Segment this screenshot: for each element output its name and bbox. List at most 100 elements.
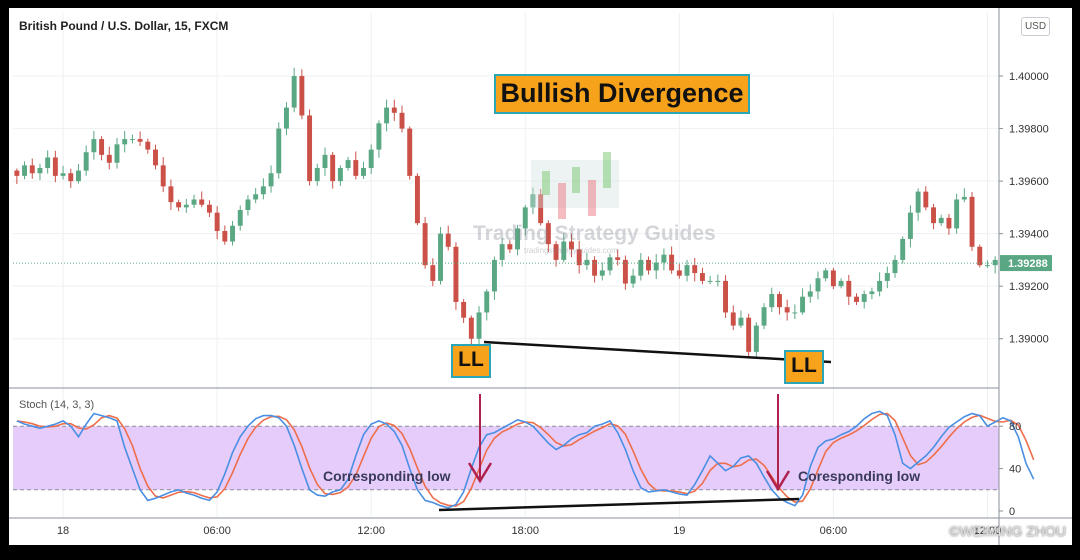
candle-body bbox=[522, 207, 528, 229]
candle-body bbox=[199, 199, 205, 205]
price-tick-label: 1.39800 bbox=[1009, 124, 1049, 136]
candle-body bbox=[99, 139, 105, 155]
candle-body bbox=[153, 149, 158, 166]
chart-frame: 1.40000 1.39800 1.39600 1.39400 1.39200 1.390… bbox=[9, 8, 1072, 545]
candle-body bbox=[746, 317, 752, 352]
candle-body bbox=[384, 107, 390, 124]
candle-body bbox=[630, 275, 636, 284]
watermark-text: Trading Strategy Guides bbox=[473, 222, 716, 245]
time-tick-label: 18:00 bbox=[511, 525, 539, 537]
candle-body bbox=[622, 259, 628, 284]
candle-body bbox=[530, 194, 536, 208]
candle-body bbox=[838, 280, 844, 287]
candle-body bbox=[345, 160, 351, 168]
candle-body bbox=[769, 294, 775, 308]
candle-body bbox=[830, 270, 836, 287]
candle-body bbox=[877, 280, 883, 292]
candle-body bbox=[14, 170, 20, 176]
arrow-left-head bbox=[467, 462, 493, 484]
price-tick-label: 1.39200 bbox=[1009, 281, 1049, 293]
drawings bbox=[438, 340, 832, 512]
candle-body bbox=[399, 112, 405, 129]
candle-body bbox=[468, 317, 474, 339]
candles bbox=[14, 67, 998, 359]
candle-body bbox=[422, 223, 428, 266]
stoch-trendline[interactable] bbox=[438, 497, 800, 512]
candle-body bbox=[29, 165, 35, 174]
candle-body bbox=[846, 280, 852, 297]
candle-body bbox=[22, 165, 28, 176]
bullish-divergence-label: Bullish Divergence bbox=[494, 74, 750, 114]
candle-body bbox=[122, 139, 128, 145]
candle-body bbox=[453, 246, 459, 302]
candle-body bbox=[738, 317, 744, 326]
candle-body bbox=[923, 191, 929, 208]
candle-body bbox=[553, 244, 559, 260]
time-tick-label: 12:00 bbox=[357, 525, 385, 537]
price-trendline[interactable] bbox=[483, 340, 832, 364]
candle-body bbox=[854, 296, 859, 302]
candle-body bbox=[692, 265, 698, 274]
axes: 1.40000 1.39800 1.39600 1.39400 1.39200 1.390… bbox=[9, 8, 1072, 545]
candle-body bbox=[484, 291, 490, 313]
candle-body bbox=[969, 196, 975, 247]
candle-body bbox=[76, 170, 81, 182]
watermark-subtext: tradingstrategyguides.com bbox=[524, 246, 618, 255]
candle-body bbox=[260, 186, 266, 195]
candle-body bbox=[307, 115, 313, 182]
candle-body bbox=[106, 154, 112, 163]
candle-body bbox=[129, 139, 135, 141]
time-tick-label: 18 bbox=[57, 525, 69, 537]
candle-body bbox=[160, 165, 166, 187]
candle-body bbox=[314, 167, 320, 182]
credit-text: ©WEIMING ZHOU bbox=[949, 523, 1066, 539]
time-tick-label: 06:00 bbox=[203, 525, 231, 537]
candle-body bbox=[499, 244, 505, 260]
candle-body bbox=[507, 244, 513, 250]
candle-body bbox=[291, 76, 297, 108]
currency-badge[interactable]: USD bbox=[1021, 17, 1050, 36]
candle-body bbox=[946, 217, 952, 229]
candle-body bbox=[545, 223, 551, 245]
candle-body bbox=[807, 291, 813, 297]
candle-body bbox=[907, 212, 913, 239]
candle-body bbox=[584, 259, 590, 266]
candle-body bbox=[761, 307, 767, 326]
candle-body bbox=[576, 249, 582, 266]
candle-body bbox=[68, 173, 74, 182]
candle-body bbox=[353, 160, 359, 176]
candle-body bbox=[268, 173, 274, 187]
candle-body bbox=[137, 139, 143, 142]
candle-body bbox=[414, 175, 420, 224]
candle-body bbox=[954, 199, 960, 229]
candle-body bbox=[792, 312, 798, 314]
candle-body bbox=[823, 270, 829, 279]
candle-body bbox=[653, 262, 659, 271]
ll-label-right: LL bbox=[784, 350, 824, 384]
candle-body bbox=[538, 194, 544, 224]
candle-body bbox=[368, 149, 374, 168]
candle-body bbox=[753, 325, 759, 352]
candle-body bbox=[900, 238, 906, 260]
indicator-label[interactable]: Stoch (14, 3, 3) bbox=[19, 399, 95, 411]
candle-body bbox=[607, 257, 613, 271]
candle-body bbox=[776, 294, 782, 308]
candle-body bbox=[391, 107, 397, 113]
candle-body bbox=[438, 233, 443, 281]
last-price-label: 1.39288 bbox=[1008, 258, 1048, 270]
candle-body bbox=[214, 212, 220, 232]
candle-body bbox=[176, 202, 182, 208]
candle-body bbox=[445, 233, 451, 247]
time-tick-label: 06:00 bbox=[820, 525, 848, 537]
candle-body bbox=[191, 199, 197, 205]
candle-body bbox=[615, 257, 621, 260]
candle-body bbox=[253, 194, 259, 200]
stoch-tick-label: 40 bbox=[1009, 464, 1021, 476]
candle-body bbox=[869, 291, 875, 295]
candle-body bbox=[861, 294, 867, 302]
candle-body bbox=[815, 278, 821, 292]
candle-body bbox=[892, 259, 898, 274]
stoch-lines bbox=[16, 410, 1035, 509]
candle-body bbox=[230, 225, 236, 242]
corresponding-low-right: Coresponding low bbox=[798, 468, 921, 484]
